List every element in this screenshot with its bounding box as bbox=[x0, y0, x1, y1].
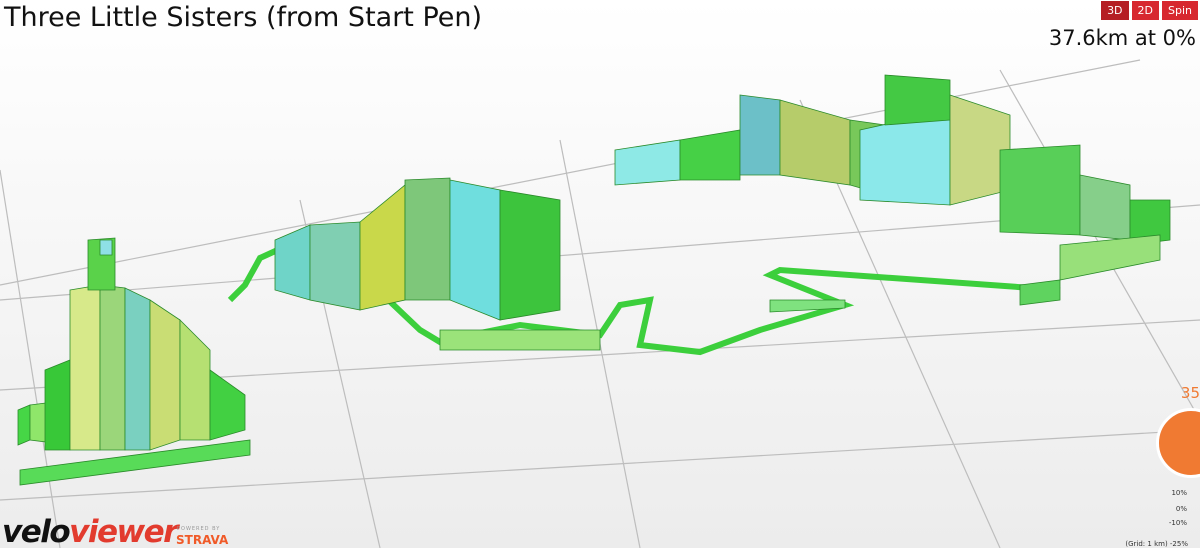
page-title: Three Little Sisters (from Start Pen) bbox=[4, 2, 483, 33]
view-3d-button[interactable]: 3D bbox=[1101, 1, 1129, 20]
view-2d-button[interactable]: 2D bbox=[1131, 1, 1159, 20]
gradient-legend-label: -10% bbox=[1168, 519, 1187, 527]
route-ribbon bbox=[17, 74, 1171, 486]
logo-part: velo bbox=[2, 514, 71, 548]
grid-line bbox=[0, 169, 61, 548]
gradient-legend-label: 0% bbox=[1175, 505, 1187, 513]
strava-logo[interactable]: STRAVA bbox=[176, 533, 229, 547]
logo[interactable]: veloviewer bbox=[2, 514, 178, 548]
grid-line bbox=[0, 429, 1200, 501]
logo-part: viewer bbox=[69, 514, 178, 548]
spin-button[interactable]: Spin bbox=[1162, 1, 1198, 20]
side-badge: 35 bbox=[1180, 384, 1200, 402]
powered-by: POWERED BY bbox=[177, 526, 221, 532]
view-buttons: 3D 2D Spin bbox=[1101, 1, 1198, 20]
position-status: 37.6km at 0% bbox=[1048, 26, 1196, 50]
grid-note: (Grid: 1 km) -25% bbox=[1125, 540, 1188, 548]
gradient-legend-label: 10% bbox=[1171, 489, 1187, 497]
